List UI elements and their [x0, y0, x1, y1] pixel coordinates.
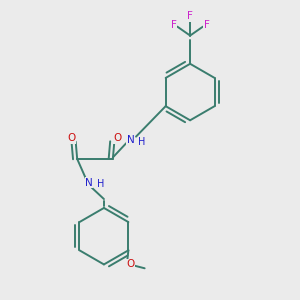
Text: F: F	[171, 20, 177, 30]
Text: F: F	[187, 11, 193, 21]
Text: O: O	[127, 260, 135, 269]
Text: H: H	[138, 137, 146, 147]
Text: H: H	[97, 179, 104, 189]
Text: O: O	[68, 133, 76, 143]
Text: N: N	[127, 135, 135, 145]
Text: F: F	[203, 20, 209, 30]
Text: N: N	[85, 178, 93, 188]
Text: O: O	[113, 133, 122, 143]
